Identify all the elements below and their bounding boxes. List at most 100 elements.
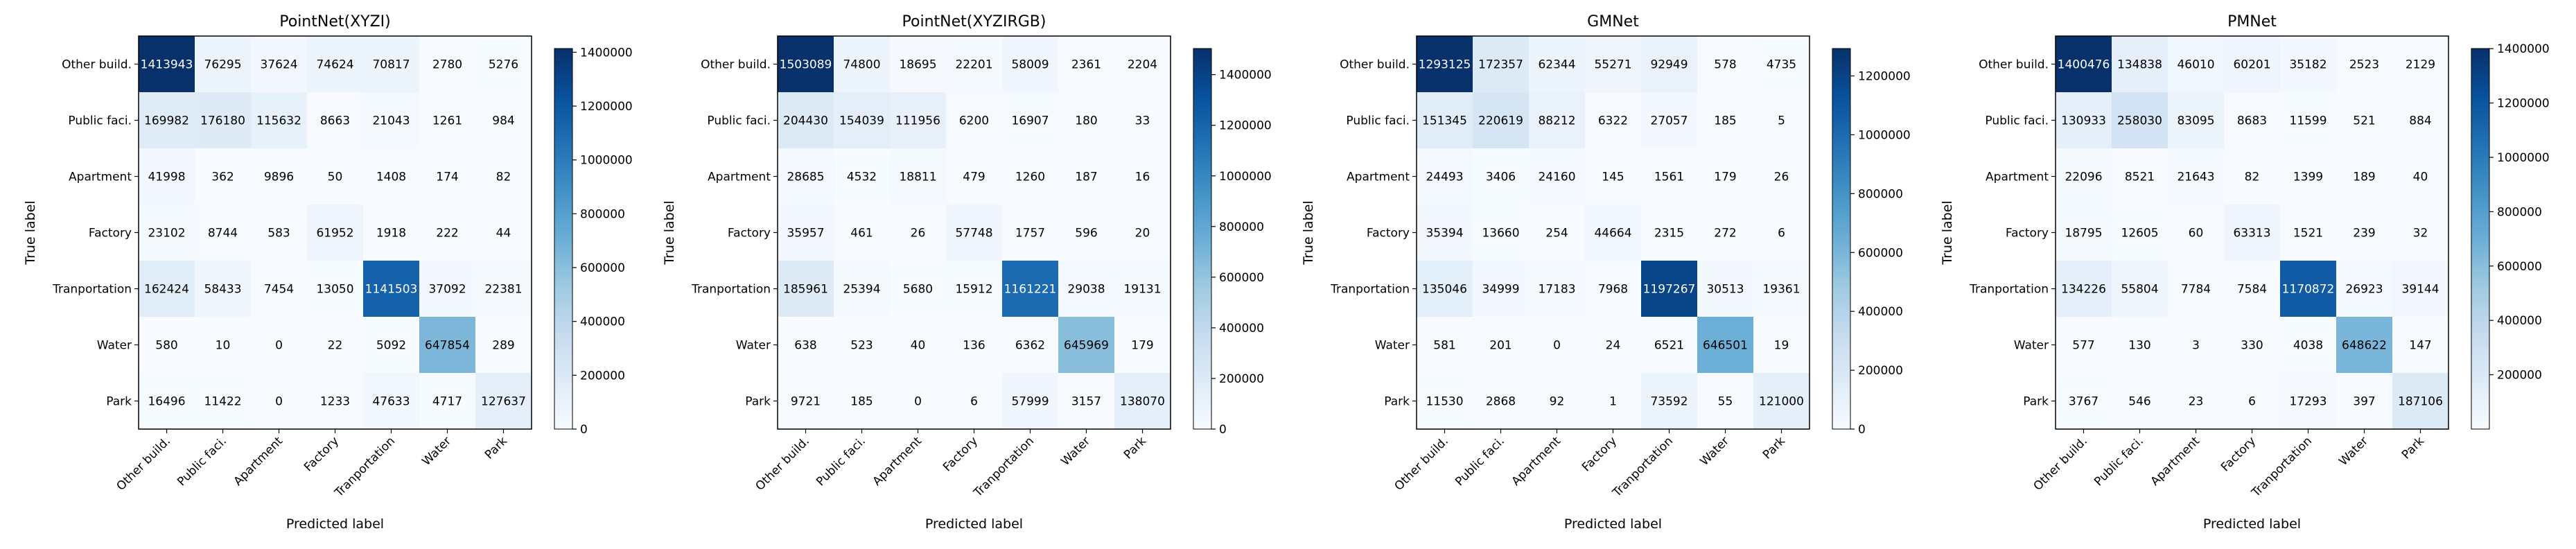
y-tick-label: Park <box>745 395 771 409</box>
y-tick-label: Factory <box>1367 227 1410 241</box>
heatmap-cell <box>1473 317 1529 373</box>
y-tick-label: Other build. <box>62 58 132 72</box>
cell-value-label: 174 <box>436 171 458 184</box>
cell-value-label: 130 <box>2128 339 2150 353</box>
cell-value-label: 2315 <box>1654 227 1684 241</box>
heatmap-cell <box>1058 36 1114 92</box>
heatmap-cell <box>1641 261 1697 317</box>
heatmap-cell <box>2168 148 2224 204</box>
heatmap-cell <box>2280 36 2336 92</box>
y-tick-label: Public faci. <box>68 114 132 128</box>
cell-value-label: 23 <box>2189 395 2204 409</box>
heatmap-cell <box>2056 148 2112 204</box>
heatmap-cell <box>1114 261 1171 317</box>
cell-value-label: 74624 <box>316 58 353 72</box>
cell-value-label: 222 <box>436 227 458 241</box>
cell-value-label: 26 <box>911 227 926 241</box>
cell-value-label: 18811 <box>899 171 936 184</box>
colorbar-tick-label: 400000 <box>1219 322 1264 336</box>
heatmap-cell <box>1417 317 1473 373</box>
cell-value-label: 83095 <box>2177 114 2214 128</box>
colorbar-tick-label: 1000000 <box>580 154 633 168</box>
heatmap-cell <box>1753 148 1810 204</box>
cell-value-label: 11530 <box>1426 395 1463 409</box>
heatmap-cell <box>195 373 251 429</box>
heatmap-cell <box>2392 148 2448 204</box>
cell-value-label: 22 <box>328 339 343 353</box>
confusion-matrix-panel-3: GMNet 1293125 172357 62344 55271 92949 578 4735… <box>1301 13 1911 532</box>
cell-value-label: 1408 <box>376 171 406 184</box>
heatmap-cell <box>1002 261 1058 317</box>
cell-value-label: 27057 <box>1650 114 1688 128</box>
y-tick-label: Park <box>1384 395 1410 409</box>
cell-value-label: 162424 <box>144 283 189 297</box>
heatmap-cell <box>2112 36 2168 92</box>
heatmap-cell <box>2112 148 2168 204</box>
x-axis-label: Predicted label <box>2203 516 2301 532</box>
cell-value-label: 2868 <box>1486 395 1516 409</box>
heatmap-cell <box>251 36 307 92</box>
heatmap-cell <box>307 148 363 204</box>
cell-value-label: 187106 <box>2398 395 2443 409</box>
cell-value-label: 115632 <box>256 114 301 128</box>
cell-value-label: 134838 <box>2117 58 2162 72</box>
heatmap-cell <box>1529 261 1585 317</box>
cell-value-label: 15912 <box>955 283 992 297</box>
cell-value-label: 63313 <box>2233 227 2270 241</box>
heatmap-cell <box>1585 317 1641 373</box>
heatmap-cell <box>1417 261 1473 317</box>
heatmap-cell <box>834 317 890 373</box>
y-axis-label: True label <box>1940 200 1955 265</box>
heatmap-cell <box>778 317 834 373</box>
y-tick-label: Water <box>736 339 771 353</box>
cell-value-label: 189 <box>2353 171 2375 184</box>
heatmap-cell <box>2336 92 2392 148</box>
confusion-matrix-panel-1: PointNet(XYZI) 1413943 76295 37624 74624 7081… <box>23 13 633 532</box>
x-tick-label: Apartment <box>2148 434 2203 489</box>
heatmap-cell <box>890 148 946 204</box>
heatmap-cell <box>2168 36 2224 92</box>
heatmap-cell <box>2224 148 2280 204</box>
colorbar-tick-label: 1000000 <box>2497 151 2550 165</box>
cell-value-label: 577 <box>2072 339 2094 353</box>
cell-value-label: 57748 <box>955 227 992 241</box>
cell-value-label: 2204 <box>1128 58 1157 72</box>
cell-value-label: 3406 <box>1486 171 1516 184</box>
cell-value-label: 21643 <box>2177 171 2214 184</box>
cell-value-label: 4038 <box>2293 339 2323 353</box>
heatmap-cell <box>1641 36 1697 92</box>
cell-value-label: 19361 <box>1762 283 1800 297</box>
cell-value-label: 2780 <box>432 58 462 72</box>
heatmap-cell <box>195 204 251 261</box>
heatmap-cell <box>2168 261 2224 317</box>
colorbar-tick-label: 800000 <box>1858 187 1903 201</box>
cell-value-label: 5680 <box>903 283 933 297</box>
cell-value-label: 289 <box>492 339 514 353</box>
heatmap-cell <box>2168 204 2224 261</box>
y-axis-label: True label <box>662 200 677 265</box>
cell-value-label: 24 <box>1606 339 1621 353</box>
cell-value-label: 1399 <box>2293 171 2323 184</box>
cell-value-label: 8744 <box>208 227 238 241</box>
cell-value-label: 10 <box>216 339 231 353</box>
heatmap-cell <box>1473 36 1529 92</box>
heatmap-cell <box>1417 92 1473 148</box>
cell-value-label: 88212 <box>1538 114 1575 128</box>
cell-value-label: 1561 <box>1654 171 1684 184</box>
heatmap-cell <box>2224 373 2280 429</box>
heatmap-cell <box>2280 373 2336 429</box>
heatmap-cell <box>946 36 1002 92</box>
cell-value-label: 0 <box>1553 339 1561 353</box>
heatmap-cell <box>1529 36 1585 92</box>
heatmap-cell <box>363 204 419 261</box>
heatmap-cell <box>1529 204 1585 261</box>
heatmap-cell <box>1697 261 1753 317</box>
heatmap-cell <box>195 261 251 317</box>
heatmap-cell <box>890 36 946 92</box>
heatmap-cell <box>2056 204 2112 261</box>
cell-value-label: 1413943 <box>141 58 193 72</box>
cell-value-label: 479 <box>963 171 985 184</box>
x-tick-label: Factory <box>1579 434 1620 474</box>
cell-value-label: 37092 <box>428 283 466 297</box>
y-axis-label: True label <box>1301 200 1316 265</box>
